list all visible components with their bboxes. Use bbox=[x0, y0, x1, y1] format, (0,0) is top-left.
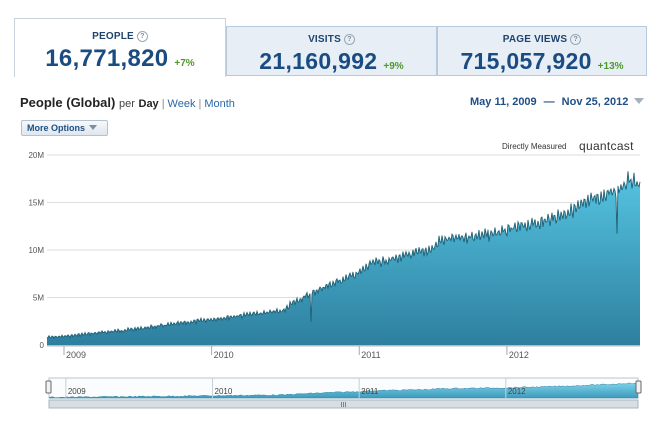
navigator-area bbox=[48, 382, 639, 399]
x-tick-label: 2010 bbox=[214, 350, 234, 360]
period-day[interactable]: Day bbox=[138, 98, 159, 110]
y-axis: 0 5M 10M 15M 20M bbox=[28, 151, 44, 350]
range-handle-left[interactable] bbox=[45, 380, 52, 394]
x-axis: 2009 2010 2011 2012 bbox=[47, 345, 640, 360]
y-tick-label: 20M bbox=[28, 151, 44, 160]
chevron-down-icon bbox=[634, 98, 645, 104]
period-week[interactable]: Week bbox=[167, 98, 196, 110]
y-tick-label: 5M bbox=[33, 294, 44, 303]
directly-measured-label: Directly Measured bbox=[502, 142, 567, 151]
date-range-picker[interactable]: May 11, 2009— Nov 25, 2012 bbox=[470, 96, 645, 108]
navigator-tick-label: 2010 bbox=[215, 387, 233, 396]
chart-title: People (Global) bbox=[20, 95, 116, 110]
y-tick-label: 15M bbox=[28, 199, 44, 208]
help-icon[interactable]: ? bbox=[570, 34, 582, 45]
y-tick-label: 10M bbox=[28, 246, 44, 255]
navigator-scrollbar[interactable] bbox=[48, 399, 639, 409]
tab-people[interactable]: PEOPLE? 16,771,820 +7% bbox=[14, 18, 226, 77]
scrollbar-grip: III bbox=[341, 402, 347, 409]
quantcast-logo: quantcast bbox=[579, 139, 634, 153]
range-navigator: 2009 2010 2011 2012 III bbox=[45, 377, 642, 409]
tab-title: PEOPLE? bbox=[15, 31, 225, 42]
tab-title: PAGE VIEWS? bbox=[438, 34, 646, 45]
period-month[interactable]: Month bbox=[204, 98, 235, 110]
per-label: per bbox=[118, 98, 135, 110]
x-tick-label: 2011 bbox=[361, 350, 380, 360]
tab-title: VISITS? bbox=[227, 34, 436, 45]
navigator-tick-label: 2009 bbox=[68, 387, 86, 396]
metric-change: +9% bbox=[383, 61, 404, 72]
chevron-down-icon bbox=[89, 125, 97, 130]
metric-value: 16,771,820 bbox=[45, 45, 169, 72]
metric-tabs: PEOPLE? 16,771,820 +7% VISITS? 21,160,992… bbox=[14, 16, 647, 77]
help-icon[interactable]: ? bbox=[343, 34, 355, 45]
metric-change: +13% bbox=[597, 61, 624, 72]
date-start: May 11, 2009 bbox=[470, 96, 537, 108]
range-handle-right[interactable] bbox=[635, 380, 642, 394]
more-options-button[interactable]: More Options bbox=[21, 120, 108, 136]
navigator-tick-label: 2011 bbox=[361, 387, 379, 396]
metric-value: 715,057,920 bbox=[460, 48, 592, 74]
y-tick-label: 0 bbox=[40, 341, 45, 350]
tab-page-views[interactable]: PAGE VIEWS? 715,057,920 +13% bbox=[437, 26, 647, 76]
date-end: Nov 25, 2012 bbox=[561, 96, 629, 108]
series-line bbox=[46, 171, 641, 340]
help-icon[interactable]: ? bbox=[136, 31, 148, 42]
navigator-tick-label: 2012 bbox=[508, 387, 526, 396]
metric-change: +7% bbox=[174, 58, 195, 69]
plot-area bbox=[46, 171, 641, 345]
chart-heading: People (Global) per Day | Week | Month bbox=[20, 95, 235, 110]
tab-visits[interactable]: VISITS? 21,160,992 +9% bbox=[226, 26, 437, 76]
x-tick-label: 2012 bbox=[509, 350, 529, 360]
metric-value: 21,160,992 bbox=[259, 48, 378, 74]
x-tick-label: 2009 bbox=[66, 350, 86, 360]
series-area bbox=[47, 171, 640, 345]
